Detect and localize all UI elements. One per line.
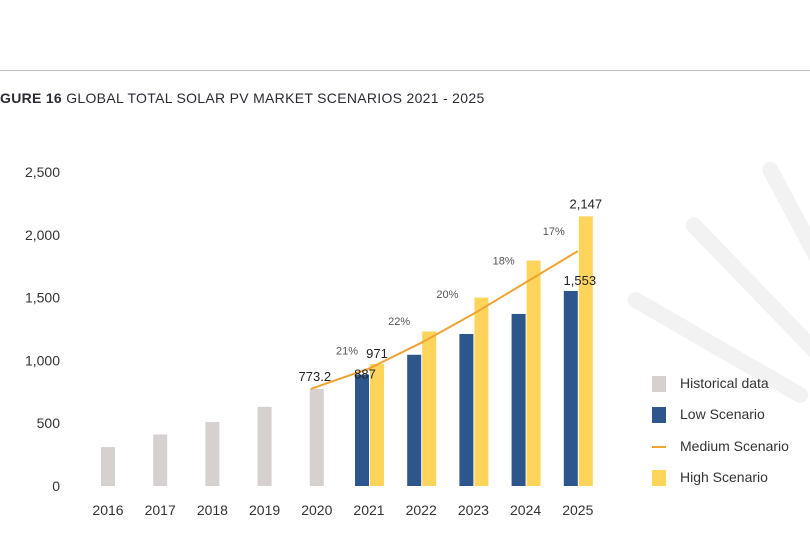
- y-tick-label: 2,000: [25, 227, 60, 243]
- data-labels: 21% 22% 20% 18% 17% 773.2 887 971 1,553 2,147: [299, 196, 603, 384]
- y-tick-label: 1,000: [25, 352, 60, 368]
- legend-label-low: Low Scenario: [680, 406, 765, 423]
- y-tick-label: 1,500: [25, 290, 60, 306]
- data-label-2021-2: 971: [366, 346, 388, 361]
- x-tick-label: 2021: [353, 502, 384, 518]
- figure-label: GURE 16: [0, 90, 63, 106]
- data-label-2021-1: 887: [354, 367, 376, 382]
- y-tick-label: 500: [37, 415, 61, 431]
- legend-label-high: High Scenario: [680, 468, 768, 485]
- x-tick-label: 2020: [301, 502, 332, 518]
- bar-historical-data-2016: [101, 447, 115, 486]
- bar-historical-data-2020: [309, 388, 324, 486]
- x-tick-label: 2024: [510, 502, 541, 518]
- y-tick-label: 2,500: [25, 164, 60, 180]
- bar-low-scenario-2023: [459, 334, 474, 486]
- legend-swatch-medium: [652, 445, 666, 448]
- bars: [101, 216, 593, 487]
- bar-historical-data-2019: [257, 406, 272, 486]
- x-tick-label: 2017: [145, 502, 176, 518]
- growth-label-2025: 17%: [543, 226, 565, 238]
- legend-swatch-high: [652, 469, 666, 486]
- bar-high-scenario-2025: [578, 216, 593, 487]
- growth-label-2021: 21%: [336, 346, 358, 358]
- x-axis: 2016 2017 2018 2019 2020 2021 2022 2023 2024 2025: [92, 502, 593, 518]
- legend-swatch-historical: [652, 376, 666, 392]
- bar-historical-data-2017: [153, 434, 168, 486]
- bar-high-scenario-2022: [422, 331, 437, 486]
- x-tick-label: 2025: [562, 502, 593, 518]
- data-label-2025-3: 1,553: [564, 273, 597, 288]
- bar-high-scenario-2023: [474, 297, 489, 486]
- bar-low-scenario-2021: [355, 374, 369, 486]
- figure-title-text: GLOBAL TOTAL SOLAR PV MARKET SCENARIOS 2…: [66, 90, 485, 106]
- background-ray: [685, 217, 810, 358]
- medium-scenario-line: [310, 250, 579, 390]
- background-rays: [627, 161, 810, 403]
- legend-label-medium: Medium Scenario: [680, 437, 789, 454]
- x-tick-label: 2016: [92, 502, 123, 518]
- background-ray: [762, 161, 810, 262]
- x-tick-label: 2022: [406, 502, 437, 518]
- growth-label-2023: 20%: [436, 289, 458, 301]
- x-tick-label: 2019: [249, 502, 280, 518]
- bar-low-scenario-2025: [563, 290, 578, 486]
- y-tick-label: 0: [52, 478, 60, 494]
- x-tick-label: 2023: [458, 502, 489, 518]
- figure-title: GURE 16 GLOBAL TOTAL SOLAR PV MARKET SCE…: [0, 90, 485, 106]
- bar-historical-data-2018: [205, 421, 220, 486]
- bar-low-scenario-2024: [511, 313, 526, 486]
- medium-scenario-line-group: [310, 250, 579, 390]
- growth-label-2022: 22%: [388, 316, 410, 328]
- data-label-2025-4: 2,147: [570, 196, 603, 211]
- y-axis: 0 500 1,000 1,500 2,000 2,500: [25, 164, 60, 494]
- top-rule: [0, 70, 810, 71]
- legend-swatch-low: [652, 407, 666, 424]
- legend-label-historical: Historical data: [680, 375, 769, 391]
- bar-high-scenario-2024: [526, 260, 541, 486]
- background-ray: [627, 292, 809, 403]
- bar-low-scenario-2022: [407, 354, 422, 486]
- bar-high-scenario-2021: [370, 364, 384, 486]
- x-tick-label: 2018: [197, 502, 228, 518]
- data-label-2020-0: 773.2: [299, 369, 332, 384]
- growth-label-2024: 18%: [493, 256, 515, 268]
